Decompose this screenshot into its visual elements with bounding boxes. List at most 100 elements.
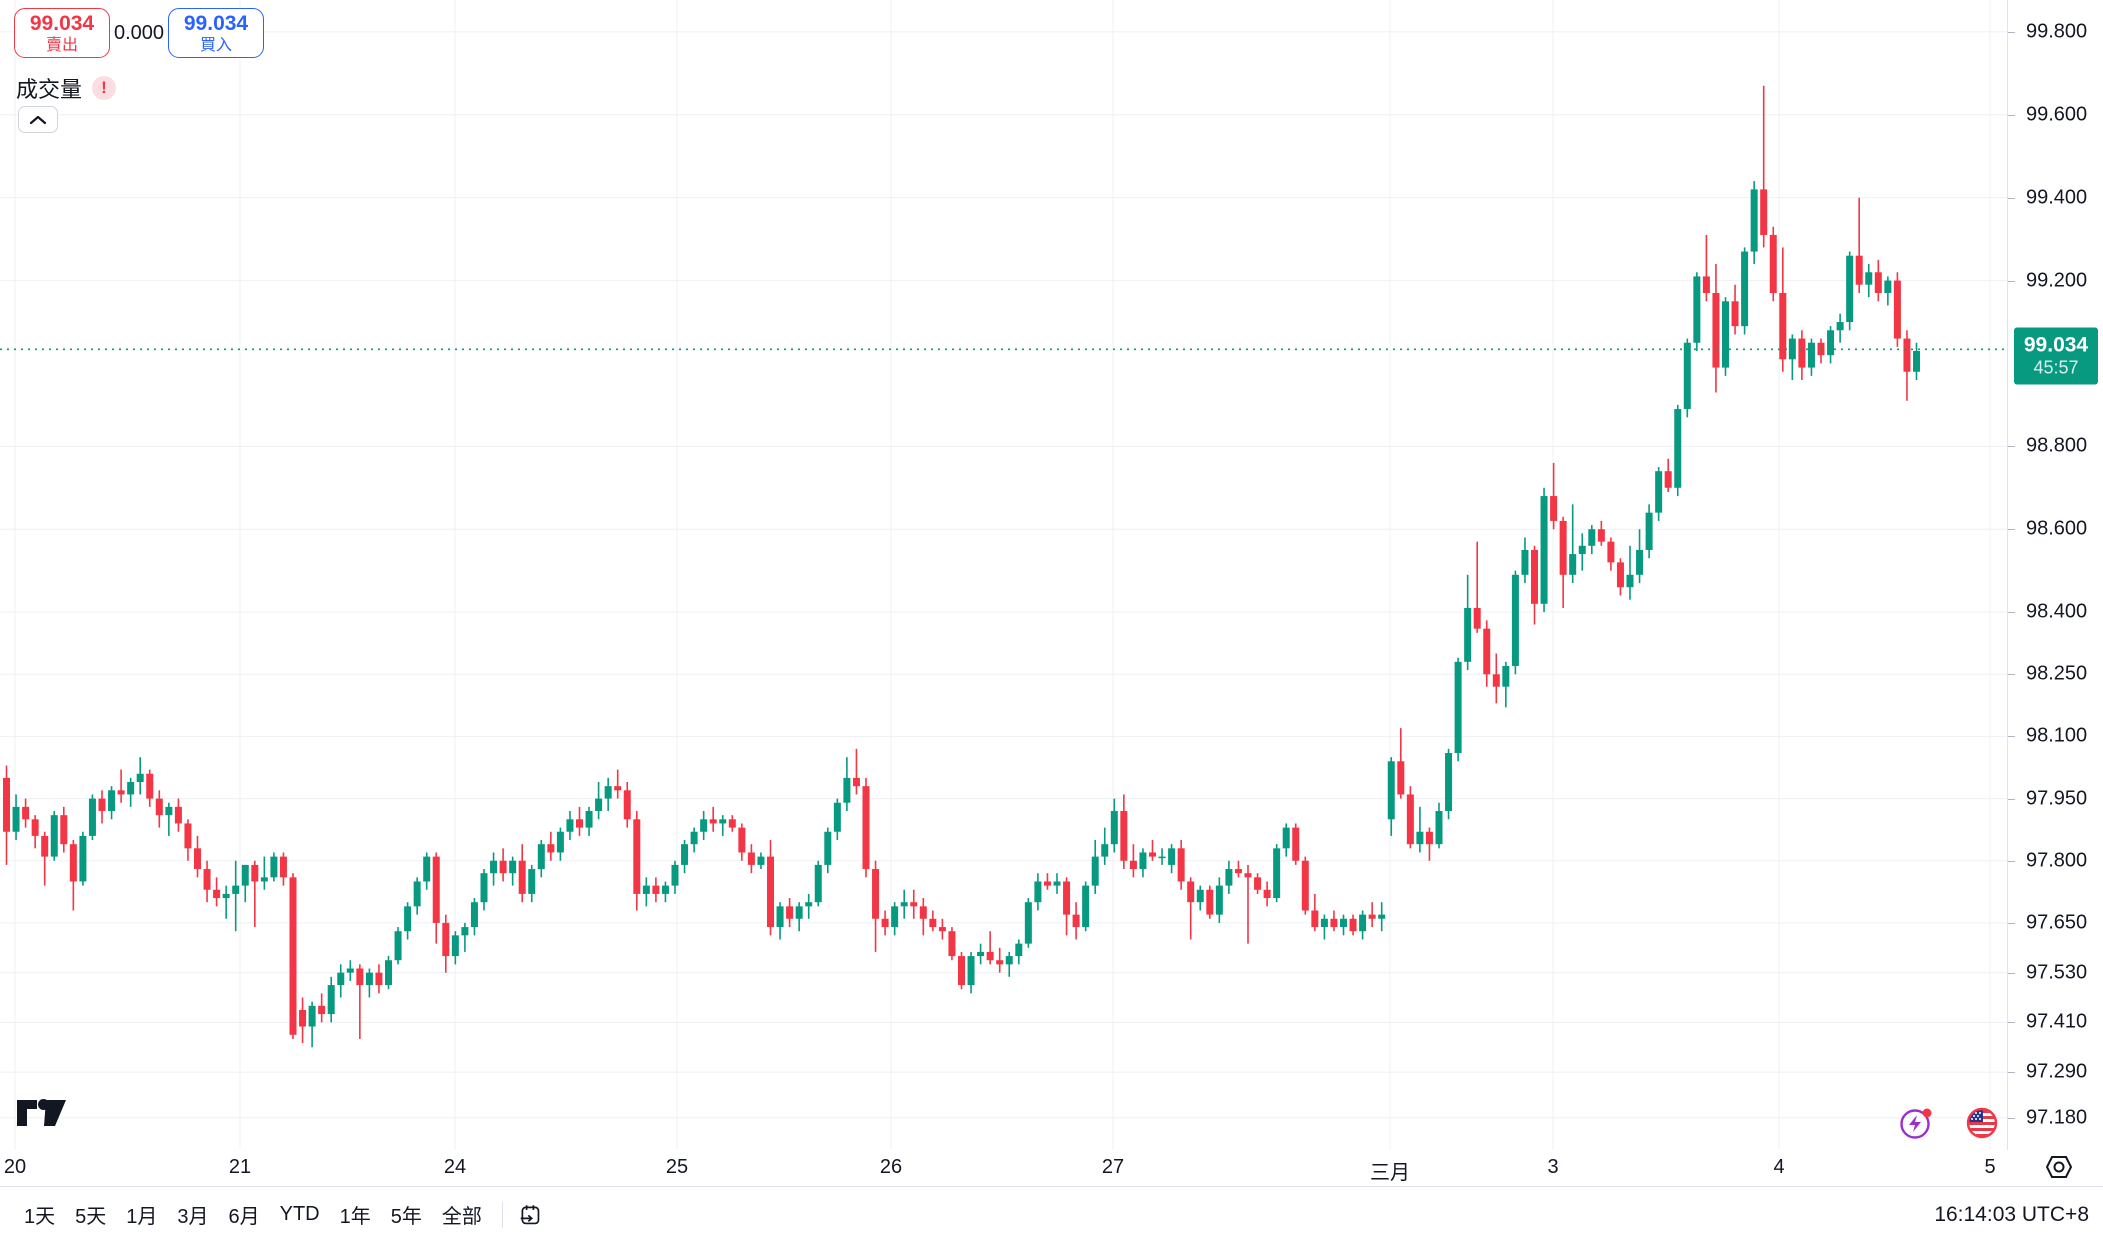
candle xyxy=(547,831,555,861)
sell-button[interactable]: 99.034 賣出 xyxy=(14,8,110,58)
time-axis-label: 27 xyxy=(1101,1156,1125,1178)
time-axis[interactable]: 20 21 24 25 26 27 三月 3 4 5 xyxy=(0,1150,2103,1186)
range-button-1月[interactable]: 1月 xyxy=(116,1194,167,1235)
candle xyxy=(1244,864,1252,944)
range-button-1天[interactable]: 1天 xyxy=(14,1194,65,1235)
price-tick-mark xyxy=(2008,1072,2015,1074)
candle xyxy=(1473,541,1481,633)
candle xyxy=(50,811,58,861)
candle xyxy=(1043,873,1051,890)
candle xyxy=(108,786,116,820)
candle xyxy=(1492,653,1500,704)
candle xyxy=(1569,504,1577,584)
candle xyxy=(1187,877,1195,940)
range-button-6月[interactable]: 6月 xyxy=(219,1194,270,1235)
price-tick-mark xyxy=(2008,674,2015,676)
candle xyxy=(260,856,268,890)
price-axis[interactable]: 99.034 45:57 99.800 99.600 99.400 99.200 98.… xyxy=(2007,0,2103,1150)
candle xyxy=(1406,786,1414,849)
price-tick-label: 99.200 xyxy=(2026,269,2088,292)
candle xyxy=(1015,939,1023,965)
candle xyxy=(1531,545,1538,625)
candle xyxy=(1273,844,1281,903)
candle xyxy=(346,960,354,981)
candle xyxy=(1397,728,1405,799)
buy-price: 99.034 xyxy=(183,11,249,35)
candle xyxy=(1760,85,1768,248)
candle xyxy=(1884,276,1892,306)
candle xyxy=(786,898,794,928)
spread-value: 0.000 xyxy=(113,21,165,44)
candle xyxy=(919,898,927,936)
candle xyxy=(480,869,488,911)
candle xyxy=(1301,856,1309,915)
candle xyxy=(461,922,469,952)
us-flag-icon[interactable] xyxy=(1964,1105,2000,1141)
candle xyxy=(967,951,975,994)
clock-timezone[interactable]: 16:14:03 UTC+8 xyxy=(1934,1202,2089,1226)
candle xyxy=(1865,263,1873,298)
candle xyxy=(1063,877,1071,936)
candle xyxy=(1292,823,1300,865)
candle xyxy=(1110,798,1118,853)
range-button-3月[interactable]: 3月 xyxy=(167,1194,218,1235)
collapse-chevron-icon[interactable] xyxy=(18,106,58,133)
candle xyxy=(1378,902,1386,932)
tradingview-logo[interactable] xyxy=(16,1094,68,1128)
range-button-5天[interactable]: 5天 xyxy=(65,1194,116,1235)
price-tick-label: 98.600 xyxy=(2026,517,2088,540)
range-button-YTD[interactable]: YTD xyxy=(270,1197,330,1232)
candle xyxy=(776,902,784,940)
warning-icon[interactable]: ! xyxy=(92,76,117,100)
candle xyxy=(1311,893,1319,932)
candle xyxy=(690,827,698,853)
price-tick-label: 97.800 xyxy=(2026,849,2088,872)
candle xyxy=(1788,334,1796,381)
candle xyxy=(69,840,77,911)
candle xyxy=(88,794,96,841)
candle xyxy=(241,864,249,903)
price-tick-label: 99.600 xyxy=(2026,103,2088,126)
calendar-goto-icon[interactable] xyxy=(513,1198,547,1232)
price-tick-label: 98.250 xyxy=(2026,662,2088,685)
candle xyxy=(270,852,278,882)
bar-countdown: 45:57 xyxy=(2033,357,2079,378)
price-tick-mark xyxy=(2008,860,2015,862)
candle xyxy=(1053,873,1061,894)
price-tick-label: 97.410 xyxy=(2026,1010,2088,1033)
candle xyxy=(1091,840,1099,894)
range-button-5年[interactable]: 5年 xyxy=(381,1194,432,1235)
candlestick-chart[interactable] xyxy=(0,0,2007,1150)
candle xyxy=(566,811,574,841)
gear-hexagon-icon[interactable] xyxy=(2044,1152,2074,1182)
candle xyxy=(3,765,10,865)
candle xyxy=(862,777,870,878)
price-tick-mark xyxy=(2008,446,2015,448)
candle xyxy=(1149,840,1156,861)
price-tick-label: 99.400 xyxy=(2026,186,2088,209)
candle xyxy=(1445,748,1453,820)
candle xyxy=(1874,259,1882,302)
candle xyxy=(213,877,221,907)
candle xyxy=(194,835,201,878)
candle xyxy=(155,790,163,828)
quote-widgets: 99.034 賣出 0.000 99.034 買入 xyxy=(14,8,264,58)
candle xyxy=(1139,848,1147,878)
candle xyxy=(385,956,392,990)
candle xyxy=(1750,181,1758,264)
lightning-icon[interactable] xyxy=(1898,1105,1934,1141)
candle xyxy=(824,827,832,874)
candle xyxy=(537,840,545,878)
candle xyxy=(1234,860,1242,878)
buy-button[interactable]: 99.034 買入 xyxy=(168,8,264,58)
candle xyxy=(1158,848,1166,865)
price-tick-mark xyxy=(2008,612,2015,614)
range-button-1年[interactable]: 1年 xyxy=(330,1194,381,1235)
range-button-全部[interactable]: 全部 xyxy=(432,1194,492,1235)
candle xyxy=(843,757,851,812)
candle xyxy=(394,927,402,965)
price-tick-mark xyxy=(2008,922,2015,924)
price-tick-mark xyxy=(2008,114,2015,116)
candle xyxy=(423,852,431,890)
